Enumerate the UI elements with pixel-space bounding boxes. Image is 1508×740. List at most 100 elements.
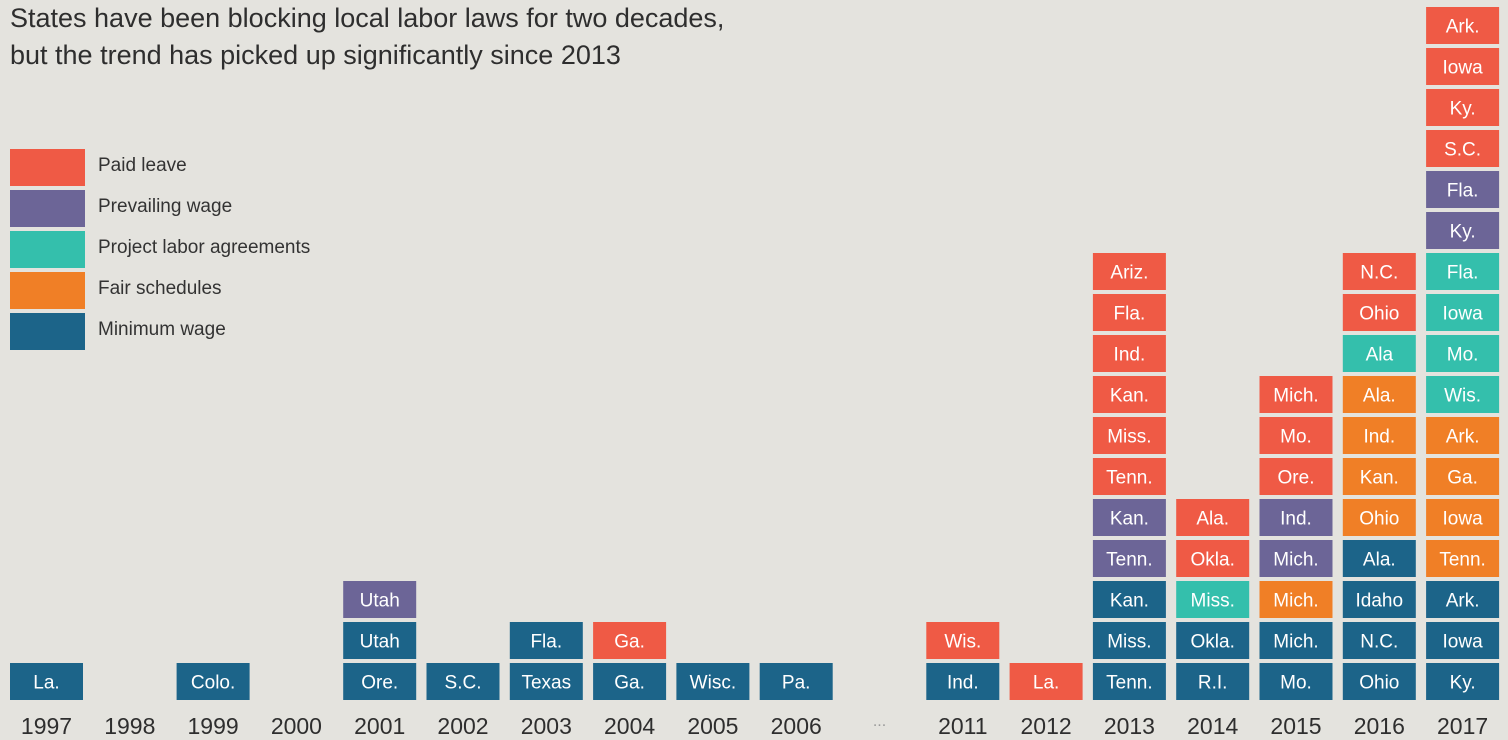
year-label-2011: 2011 [938,713,987,739]
year-label-2012: 2012 [1021,713,1072,739]
block-label-2016-ohio: Ohio [1359,673,1399,694]
block-2017-prev-fla [1426,171,1500,208]
block-2017-fair-tenn [1426,540,1500,577]
block-2017-min-ky [1426,663,1500,700]
block-label-2001-utah: Utah [360,591,400,612]
block-2016-fair-ind [1342,417,1416,454]
block-label-2017-ga: Ga. [1447,468,1478,489]
block-label-2014-miss: Miss. [1191,591,1235,612]
block-label-2017-tenn: Tenn. [1439,550,1485,571]
block-2013-paid-ariz [1092,253,1166,290]
block-2017-pla-wis [1426,376,1500,413]
block-label-2016-ala: Ala. [1363,386,1396,407]
block-label-2017-iowa: Iowa [1443,304,1484,325]
block-2013-min-tenn [1092,663,1166,700]
year-label-2006: 2006 [771,713,822,739]
block-2017-min-ark [1426,581,1500,618]
block-2017-pla-fla [1426,253,1500,290]
block-2016-min-ala [1342,540,1416,577]
block-2015-paid-mich [1259,376,1333,413]
block-2003-min-fla [509,622,583,659]
block-2013-paid-ind [1092,335,1166,372]
block-2015-min-mo [1259,663,1333,700]
block-2017-paid-ark [1426,7,1500,44]
block-2016-fair-kan [1342,458,1416,495]
block-2016-fair-ohio [1342,499,1416,536]
year-label-2015: 2015 [1270,713,1321,739]
chart-title: States have been blocking local labor la… [10,0,724,74]
block-label-2017-ark: Ark. [1446,427,1480,448]
year-label-2000: 2000 [271,713,322,739]
block-2004-min-ga [593,663,667,700]
block-label-2001-ore: Ore. [361,673,398,694]
block-2013-paid-miss [1092,417,1166,454]
year-label-2013: 2013 [1104,713,1155,739]
year-label-1998: 1998 [104,713,155,739]
block-label-2017-iowa: Iowa [1443,632,1484,653]
block-label-2013-miss: Miss. [1107,427,1151,448]
legend-swatch-paid-leave [10,149,85,186]
block-label-2013-ariz: Ariz. [1110,263,1148,284]
legend-swatch-fair-schedules [10,272,85,309]
block-2016-fair-ala [1342,376,1416,413]
block-2014-min-okla [1176,622,1250,659]
block-label-2014-okla: Okla. [1191,550,1235,571]
year-label-2017: 2017 [1437,713,1488,739]
block-label-2016-ala: Ala. [1363,550,1396,571]
year-label-2004: 2004 [604,713,655,739]
block-label-2011-wis: Wis. [944,632,981,653]
block-2011-paid-wis [926,622,1000,659]
block-2017-fair-ark [1426,417,1500,454]
block-2016-paid-ohio [1342,294,1416,331]
block-2013-paid-fla [1092,294,1166,331]
title-line-2: but the trend has picked up significantl… [10,40,621,70]
year-label-2002: 2002 [437,713,488,739]
block-2016-min-n-c [1342,622,1416,659]
block-label-2017-mo: Mo. [1447,345,1479,366]
block-label-2013-tenn: Tenn. [1106,673,1152,694]
block-label-2014-ala: Ala. [1196,509,1229,530]
block-label-2017-ky: Ky. [1450,673,1476,694]
legend-label-project-labor-agreements: Project labor agreements [98,237,311,258]
block-label-1999-colo: Colo. [191,673,235,694]
block-2014-paid-ala [1176,499,1250,536]
year-label-2005: 2005 [687,713,738,739]
block-label-2013-ind: Ind. [1114,345,1146,366]
block-label-2015-mo: Mo. [1280,427,1312,448]
block-label-2017-iowa: Iowa [1443,58,1484,79]
block-label-2016-kan: Kan. [1360,468,1399,489]
block-2015-prev-mich [1259,540,1333,577]
block-2017-pla-iowa [1426,294,1500,331]
block-label-2003-texas: Texas [521,673,571,694]
year-label-2003: 2003 [521,713,572,739]
block-2016-paid-n-c [1342,253,1416,290]
block-label-2016-ohio: Ohio [1359,304,1399,325]
block-label-2015-ind: Ind. [1280,509,1312,530]
block-label-2015-mich: Mich. [1273,386,1318,407]
block-2017-min-iowa [1426,622,1500,659]
block-2013-min-kan [1092,581,1166,618]
year-label-1999: 1999 [188,713,239,739]
block-2006-min-pa [759,663,833,700]
block-2017-fair-ga [1426,458,1500,495]
block-label-2004-ga: Ga. [614,673,645,694]
block-2005-min-wisc [676,663,750,700]
legend-label-prevailing-wage: Prevailing wage [98,196,233,217]
block-label-2012-la: La. [1033,673,1059,694]
block-2011-min-ind [926,663,1000,700]
block-2004-paid-ga [593,622,667,659]
legend-swatch-minimum-wage [10,313,85,350]
block-label-2016-n-c: N.C. [1360,632,1398,653]
block-label-2013-kan: Kan. [1110,386,1149,407]
block-label-2013-tenn: Tenn. [1106,468,1152,489]
block-label-2017-s-c: S.C. [1444,140,1481,161]
legend-swatch-project-labor-agreements [10,231,85,268]
block-label-2013-miss: Miss. [1107,632,1151,653]
block-2015-min-mich [1259,622,1333,659]
block-label-2004-ga: Ga. [614,632,645,653]
block-2013-min-miss [1092,622,1166,659]
block-label-2011-ind: Ind. [947,673,979,694]
block-label-2015-mich: Mich. [1273,550,1318,571]
title-line-1: States have been blocking local labor la… [10,3,725,33]
block-2002-min-s-c [426,663,500,700]
